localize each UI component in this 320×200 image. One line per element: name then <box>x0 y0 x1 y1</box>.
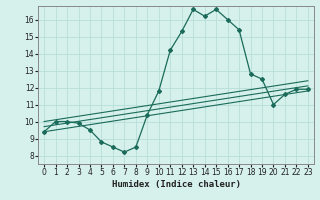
X-axis label: Humidex (Indice chaleur): Humidex (Indice chaleur) <box>111 180 241 189</box>
